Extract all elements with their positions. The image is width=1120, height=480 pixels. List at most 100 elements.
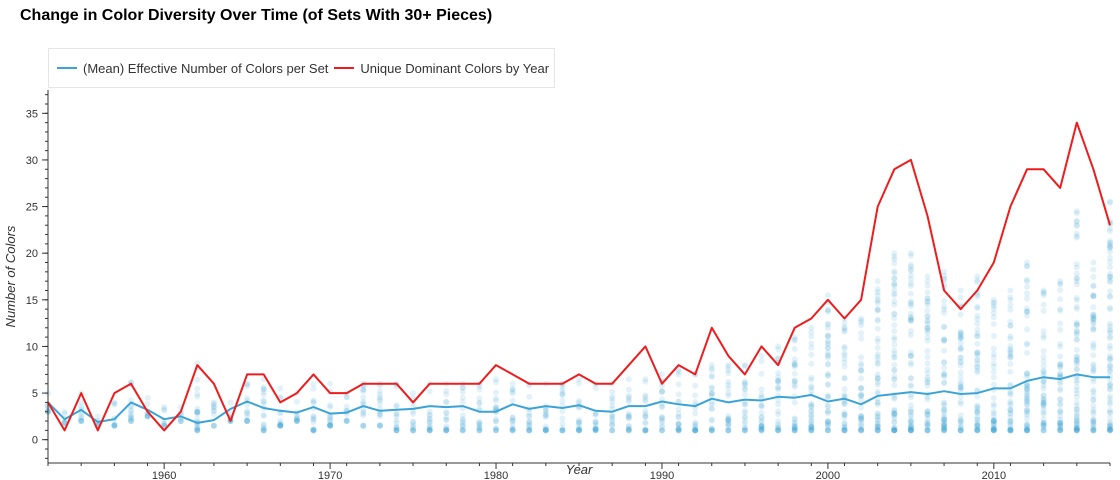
scatter-point — [1024, 276, 1030, 283]
scatter-point — [941, 309, 948, 316]
scatter-point — [1057, 416, 1064, 423]
scatter-point — [990, 403, 997, 410]
scatter-point — [210, 411, 217, 418]
scatter-point — [1007, 381, 1014, 388]
scatter-point — [874, 410, 881, 417]
scatter-point — [1024, 427, 1030, 434]
scatter-point — [476, 425, 483, 432]
scatter-point — [642, 396, 649, 403]
scatter-point — [758, 403, 765, 410]
scatter-point — [493, 427, 499, 434]
scatter-point — [874, 381, 881, 388]
scatter-point — [1107, 254, 1113, 261]
scatter-point — [293, 412, 300, 419]
scatter-point — [576, 418, 582, 425]
scatter-point — [1107, 427, 1113, 434]
scatter-point — [741, 378, 748, 385]
scatter-point — [974, 427, 981, 434]
scatter-point — [675, 420, 682, 427]
scatter-point — [891, 382, 898, 389]
scatter-point — [1040, 421, 1047, 428]
scatter-point — [426, 419, 433, 426]
scatter-point — [791, 399, 798, 406]
scatter-point — [293, 418, 300, 424]
scatter-point — [1090, 283, 1097, 290]
scatter-point — [941, 379, 948, 386]
scatter-point — [1107, 362, 1113, 369]
scatter-point — [891, 395, 898, 402]
scatter-point — [841, 420, 848, 427]
scatter-point — [194, 411, 201, 418]
scatter-point — [1007, 306, 1014, 313]
scatter-point — [1007, 417, 1014, 424]
scatter-point — [1073, 421, 1080, 428]
scatter-point — [1024, 391, 1030, 398]
scatter-point — [526, 412, 533, 419]
scatter-point — [941, 359, 948, 366]
scatter-point — [758, 426, 765, 433]
scatter-point — [1007, 420, 1014, 427]
scatter-point — [924, 295, 931, 302]
scatter-point — [1073, 424, 1080, 431]
scatter-point — [891, 256, 898, 263]
scatter-point — [675, 398, 682, 405]
legend-item-mean[interactable]: (Mean) Effective Number of Colors per Se… — [57, 61, 328, 76]
scatter-point — [1057, 420, 1064, 427]
scatter-point — [974, 352, 981, 359]
legend-item-unique[interactable]: Unique Dominant Colors by Year — [334, 61, 549, 76]
scatter-point — [1107, 243, 1113, 250]
scatter-point — [941, 298, 948, 304]
scatter-point — [509, 386, 516, 393]
scatter-point — [941, 422, 948, 429]
scatter-point — [907, 352, 914, 359]
scatter-point — [808, 418, 815, 425]
scatter-point — [841, 391, 848, 398]
scatter-point — [260, 427, 267, 434]
scatter-point — [542, 427, 549, 434]
scatter-point — [592, 426, 599, 433]
scatter-point — [841, 411, 848, 418]
scatter-point — [675, 426, 682, 432]
scatter-point — [493, 418, 499, 425]
scatter-point — [310, 426, 317, 433]
scatter-point — [1024, 409, 1030, 416]
scatter-point — [542, 412, 549, 419]
scatter-point — [509, 418, 516, 425]
scatter-point — [1040, 358, 1047, 365]
scatter-point — [1040, 307, 1047, 314]
scatter-point — [1057, 419, 1064, 426]
scatter-point — [625, 415, 632, 422]
scatter-point — [542, 407, 549, 414]
scatter-point — [1090, 387, 1097, 394]
scatter-point — [642, 392, 649, 399]
scatter-point — [974, 369, 981, 376]
scatter-point — [841, 350, 848, 357]
scatter-point — [907, 416, 914, 423]
scatter-point — [1024, 422, 1030, 429]
scatter-point — [1040, 399, 1047, 406]
scatter-point — [725, 417, 732, 424]
scatter-point — [576, 427, 582, 434]
scatter-point — [659, 419, 665, 426]
scatter-point — [1040, 292, 1047, 299]
scatter-point — [609, 422, 616, 429]
scatter-point — [741, 414, 748, 421]
scatter-point — [526, 418, 533, 425]
scatter-point — [210, 402, 217, 409]
scatter-point — [725, 415, 732, 422]
scatter-point — [990, 426, 997, 433]
scatter-point — [360, 422, 367, 429]
scatter-point — [1090, 340, 1097, 347]
scatter-point — [990, 310, 997, 316]
scatter-point — [858, 391, 865, 398]
scatter-point — [775, 427, 782, 434]
scatter-point — [1073, 234, 1080, 241]
scatter-point — [974, 333, 981, 340]
scatter-point — [161, 406, 168, 413]
scatter-point — [459, 394, 466, 401]
scatter-point — [891, 336, 898, 343]
scatter-point — [990, 427, 997, 434]
scatter-point — [343, 418, 350, 424]
scatter-point — [459, 418, 466, 425]
scatter-point — [957, 427, 964, 434]
